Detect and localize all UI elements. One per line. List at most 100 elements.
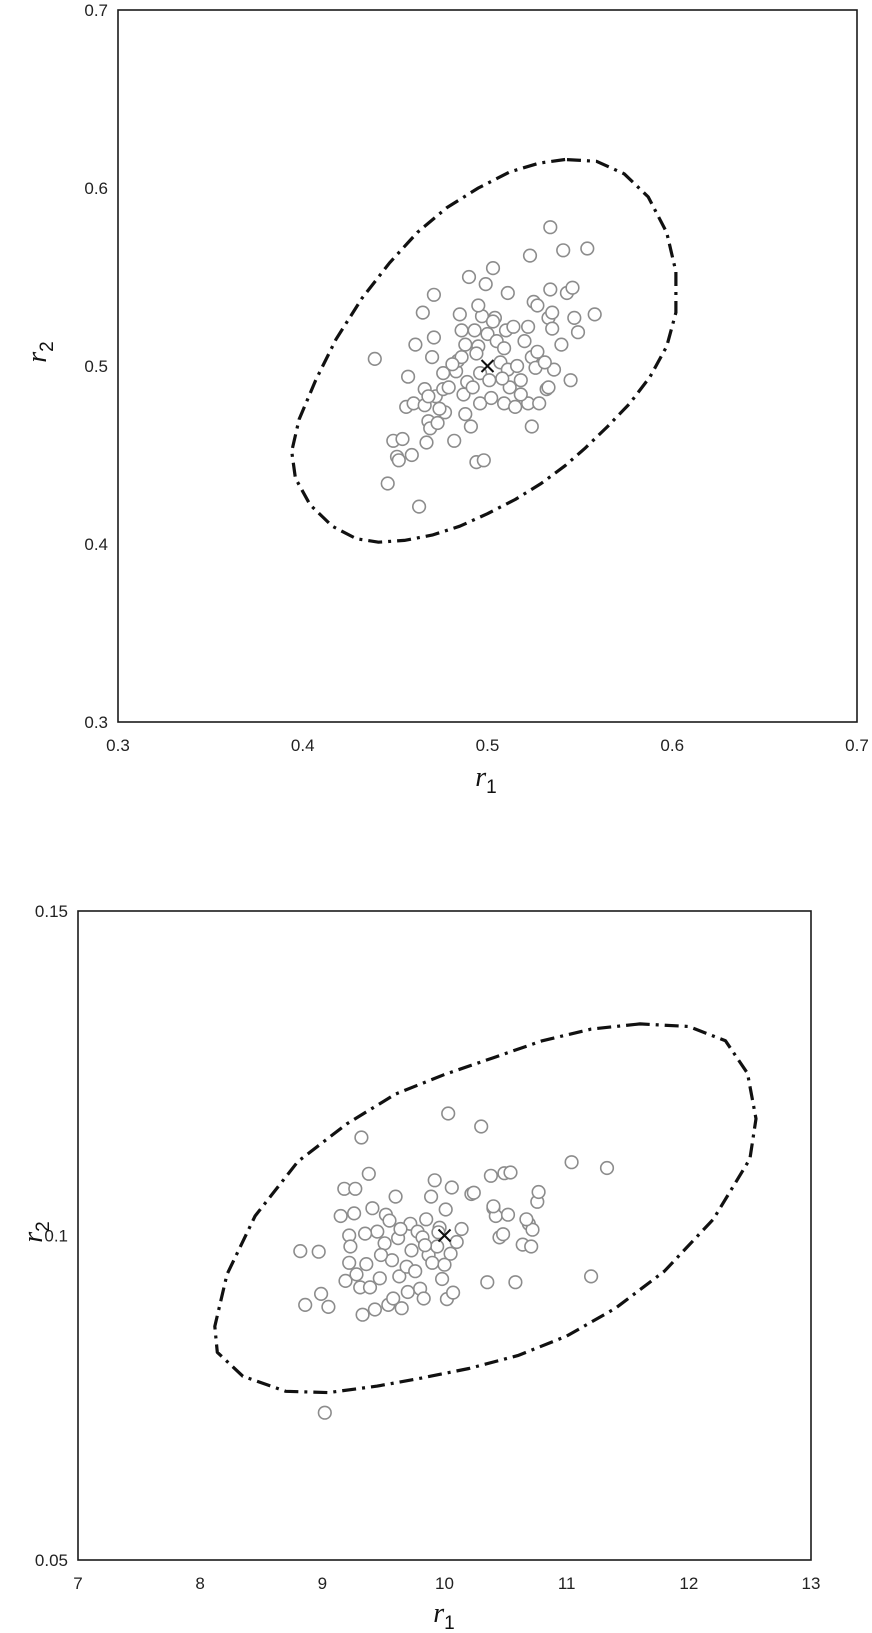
data-point	[537, 355, 552, 370]
data-point	[478, 277, 493, 292]
data-point	[480, 326, 495, 342]
data-point	[482, 373, 497, 388]
data-point	[444, 1180, 459, 1195]
data-point	[587, 307, 602, 322]
chart-2-points	[293, 1106, 615, 1420]
data-point	[321, 1299, 336, 1314]
chart-2-x-tick-label: 10	[435, 1574, 454, 1593]
data-point	[425, 1255, 440, 1270]
data-point	[372, 1271, 387, 1286]
chart-2-x-tick-label: 8	[195, 1574, 204, 1593]
data-point	[469, 346, 484, 361]
chart-1-y-tick-label: 0.6	[84, 179, 108, 198]
data-point	[424, 1189, 439, 1204]
data-point	[412, 499, 427, 514]
chart-2: 0.05 0.1 0.15 7 8 9 10 11 12 13 r1 r2	[18, 902, 820, 1633]
data-point	[506, 319, 521, 334]
data-point	[362, 1280, 378, 1295]
chart-2-x-tick-label: 11	[558, 1574, 576, 1593]
data-point	[438, 1202, 453, 1217]
data-point	[531, 1184, 546, 1200]
data-point	[554, 337, 569, 352]
data-point	[435, 1271, 450, 1287]
data-point	[583, 1269, 599, 1284]
data-point	[401, 369, 416, 384]
data-point	[545, 321, 560, 336]
data-point	[354, 1130, 369, 1145]
chart-1: 0.3 0.4 0.5 0.6 0.7 0.3 0.4 0.5 0.6 0.7 r1 r2	[22, 1, 869, 798]
data-point	[348, 1181, 363, 1196]
data-point	[454, 350, 469, 365]
data-point	[338, 1273, 353, 1288]
data-point	[342, 1255, 357, 1270]
data-point	[367, 1302, 383, 1317]
data-point	[370, 1224, 385, 1239]
data-point	[567, 310, 582, 326]
chart-2-plot-frame	[77, 910, 812, 1561]
data-point	[556, 243, 571, 258]
data-point	[480, 1275, 495, 1290]
chart-1-x-tick-label: 0.6	[660, 736, 684, 755]
data-point	[400, 1284, 415, 1300]
data-point	[495, 371, 510, 386]
data-point	[446, 1285, 461, 1300]
data-point	[355, 1307, 370, 1322]
chart-1-y-ticks: 0.3 0.4 0.5 0.6 0.7	[84, 1, 108, 732]
data-point	[404, 447, 419, 463]
data-point	[476, 453, 491, 468]
data-point	[343, 1239, 358, 1254]
data-point	[483, 1168, 499, 1183]
data-point	[408, 1264, 423, 1279]
data-point	[486, 1199, 501, 1214]
data-point	[525, 1222, 540, 1237]
data-point	[365, 1201, 380, 1216]
data-point	[373, 1247, 389, 1263]
data-point	[485, 314, 501, 329]
data-point	[408, 337, 423, 352]
data-point	[436, 366, 451, 381]
data-point	[416, 1291, 431, 1306]
data-point	[517, 334, 532, 349]
data-point	[361, 1166, 376, 1181]
data-point	[394, 1301, 409, 1316]
chart-1-x-ticks: 0.3 0.4 0.5 0.6 0.7	[106, 736, 869, 755]
data-point	[395, 431, 410, 447]
data-point	[513, 387, 528, 402]
chart-2-x-axis-title: r1	[433, 1598, 454, 1633]
chart-2-y-ticks: 0.05 0.1 0.15	[35, 902, 68, 1570]
data-point	[466, 1185, 481, 1200]
data-point	[427, 1173, 442, 1188]
data-point	[461, 269, 477, 285]
chart-2-center-marker	[437, 1228, 452, 1243]
data-point	[519, 1212, 534, 1227]
data-point	[392, 1269, 407, 1284]
data-point	[380, 476, 395, 491]
chart-1-y-tick-label: 0.7	[84, 1, 108, 20]
center-cross-stroke	[480, 359, 495, 373]
data-point	[426, 330, 442, 345]
data-point	[513, 373, 528, 388]
data-point	[417, 1238, 433, 1253]
data-point	[421, 389, 436, 404]
data-point	[425, 350, 440, 365]
data-point	[508, 1275, 523, 1290]
data-point	[404, 1243, 419, 1258]
data-point	[349, 1267, 364, 1282]
chart-2-x-tick-label: 9	[318, 1574, 327, 1593]
data-point	[564, 1155, 579, 1170]
data-point	[430, 415, 445, 431]
data-point	[359, 1256, 374, 1272]
data-point	[441, 1106, 456, 1121]
data-point	[445, 357, 460, 372]
data-point	[432, 401, 447, 416]
chart-1-x-tick-label: 0.7	[845, 736, 869, 755]
data-point	[415, 305, 430, 320]
chart-1-x-tick-label: 0.5	[476, 736, 500, 755]
data-point	[599, 1160, 615, 1176]
data-point	[497, 341, 512, 356]
chart-2-y-axis-title: r2	[18, 1221, 54, 1242]
data-point	[456, 387, 471, 402]
data-point	[298, 1297, 313, 1312]
data-point	[543, 282, 558, 297]
data-point	[467, 323, 482, 338]
